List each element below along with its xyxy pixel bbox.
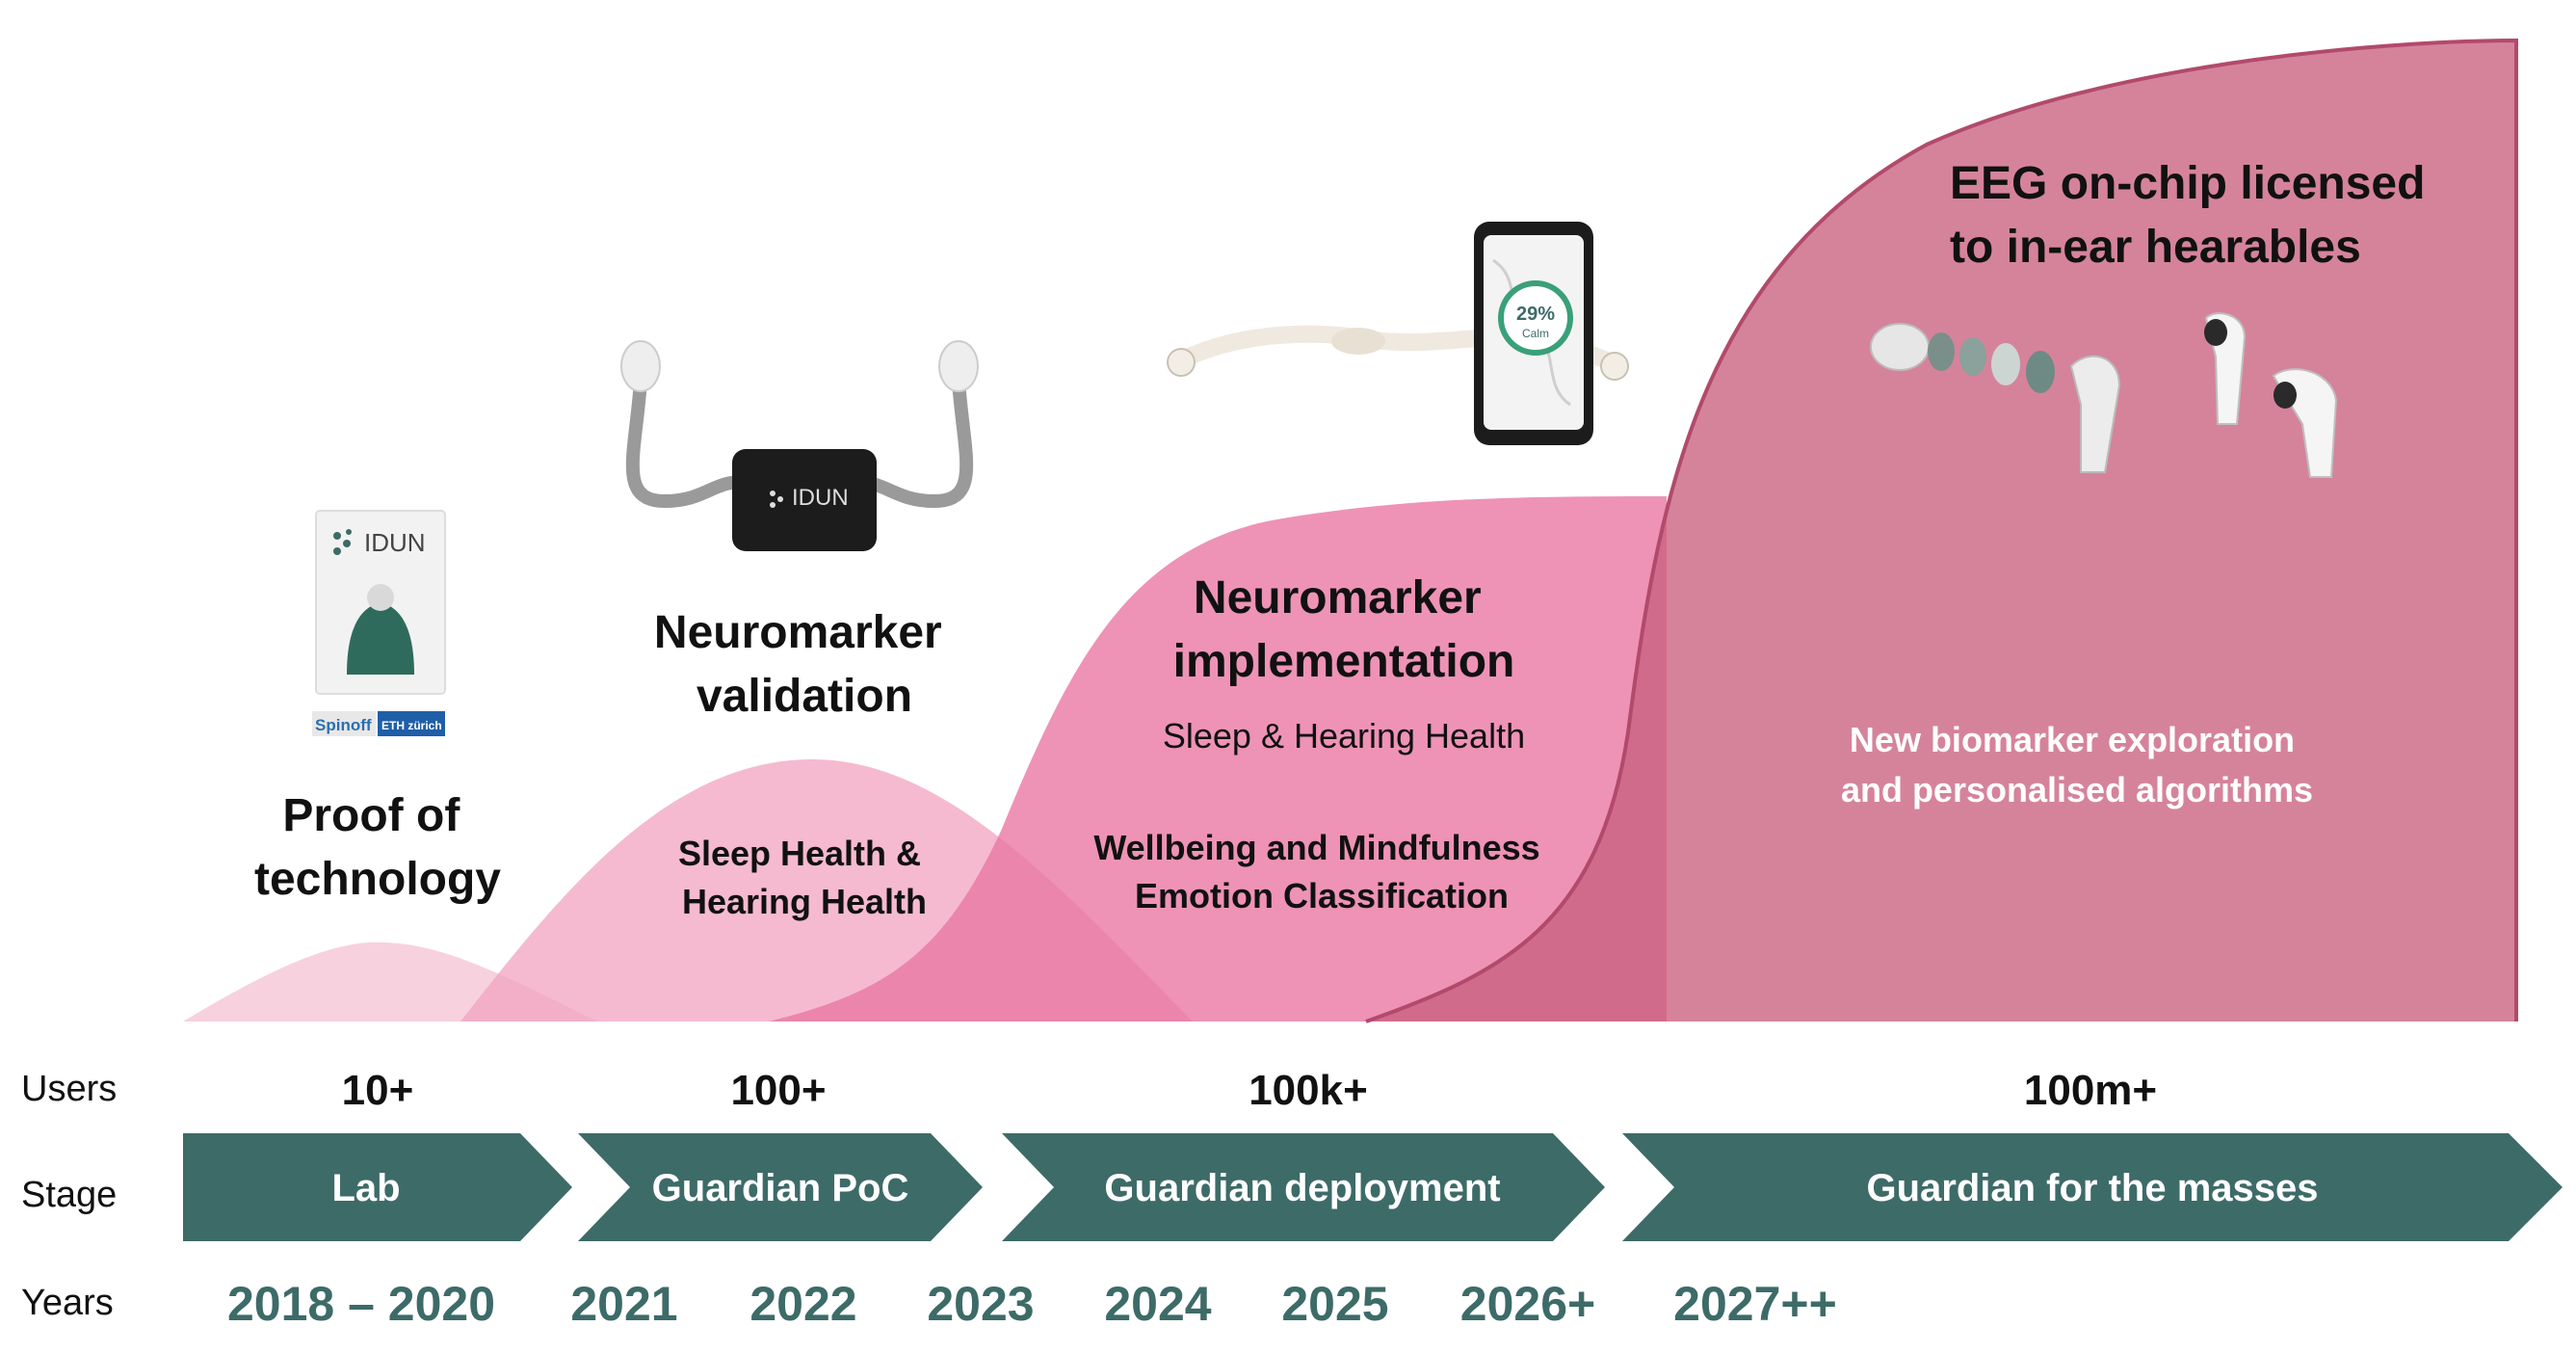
years-row: 2018 – 2020 2021 2022 2023 2024 2025 202… <box>227 1277 1837 1331</box>
users-phase-4: 100m+ <box>2024 1067 2157 1114</box>
phase-4-title-line-1: EEG on-chip licensed <box>1950 158 2425 209</box>
row-label-users: Users <box>21 1069 117 1109</box>
stage-chevron-guardian-deployment <box>1002 1133 1605 1241</box>
phase-3-subtitle-line-2: Emotion Classification <box>1135 876 1509 915</box>
year-2026-plus: 2026+ <box>1460 1277 1595 1331</box>
phase-1-labels: Proof of technology <box>254 790 501 905</box>
spinoff-badge: Spinoff <box>315 716 372 734</box>
phase-3-title: Neuromarker implementation <box>1173 572 1515 687</box>
phase-4-subtitle-line-2: and personalised algorithms <box>1841 770 2313 809</box>
year-2022: 2022 <box>749 1277 856 1331</box>
phase-4-title-line-2: to in-ear hearables <box>1950 222 2361 273</box>
app-percentage: 29% <box>1516 304 1555 325</box>
stage-chevron-guardian-poc <box>578 1133 983 1241</box>
users-phase-2: 100+ <box>730 1067 826 1114</box>
phase-3-title-line-2: implementation <box>1173 636 1515 687</box>
curve-phase-3 <box>769 496 1667 1021</box>
idun-product-box: IDUN Spinoff ETH zürich <box>312 510 446 736</box>
phase-3-subtitle-line-1: Wellbeing and Mindfulness <box>1093 828 1539 867</box>
stage-label-guardian-deployment: Guardian deployment <box>1104 1167 1500 1209</box>
stage-label-lab: Lab <box>331 1167 400 1209</box>
phase-4-subtitle-line-1: New biomarker exploration <box>1850 720 2295 759</box>
phase-1-title-line-2: technology <box>254 854 501 905</box>
phase-3-labels: Neuromarker implementation Sleep & Heari… <box>1093 572 1549 915</box>
phase-2-labels: Neuromarker validation Sleep Health & He… <box>654 607 955 921</box>
row-label-years: Years <box>21 1283 114 1323</box>
phase-1-title-line-1: Proof of <box>282 790 460 841</box>
phase-4-labels: EEG on-chip licensed to in-ear hearables… <box>1841 158 2438 809</box>
users-row: 10+ 100+ 100k+ 100m+ <box>342 1067 2157 1114</box>
phase-2-title: Neuromarker validation <box>654 607 955 722</box>
guardian-headset-icon: IDUN <box>620 340 979 551</box>
phase-2-title-line-2: validation <box>697 671 912 722</box>
idun-brand-text: IDUN <box>364 528 426 557</box>
year-2024: 2024 <box>1104 1277 1211 1331</box>
row-label-stage: Stage <box>21 1175 117 1215</box>
stage-row: Lab Guardian PoC Guardian deployment Gua… <box>183 1133 2563 1241</box>
phase-2-subtitle: Sleep Health & Hearing Health <box>678 834 931 921</box>
users-phase-3: 100k+ <box>1249 1067 1368 1114</box>
curve-phase-4 <box>1366 40 2516 1021</box>
phase-4-subtitle: New biomarker exploration and personalis… <box>1841 720 2313 809</box>
users-phase-1: 10+ <box>342 1067 414 1114</box>
smartphone-icon: 29% Calm <box>1474 222 1593 445</box>
stage-label-guardian-poc: Guardian PoC <box>652 1167 909 1209</box>
phase-3-title-line-1: Neuromarker <box>1194 572 1482 623</box>
growth-curves <box>183 38 2518 1023</box>
phase-3-subtitle: Wellbeing and Mindfulness Emotion Classi… <box>1093 828 1549 915</box>
phase-1-title: Proof of technology <box>254 790 501 905</box>
row-labels: Users Stage Years <box>21 1069 117 1323</box>
guardian-brand-text: IDUN <box>792 485 849 511</box>
curve-phase-4-outline <box>1365 38 2518 1023</box>
year-2018-2020: 2018 – 2020 <box>227 1277 495 1331</box>
airpods-icon <box>1870 312 2338 478</box>
phase-2-title-line-1: Neuromarker <box>654 607 942 658</box>
stage-chevron-lab <box>183 1133 572 1241</box>
phase-3-note: Sleep & Hearing Health <box>1163 716 1525 756</box>
idun-logo-icon <box>333 529 352 555</box>
app-state: Calm <box>1522 327 1549 340</box>
year-2021: 2021 <box>570 1277 677 1331</box>
year-2023: 2023 <box>927 1277 1034 1331</box>
year-2025: 2025 <box>1281 1277 1388 1331</box>
stage-chevron-guardian-masses <box>1622 1133 2563 1241</box>
phase-2-subtitle-line-1: Sleep Health & <box>678 834 921 873</box>
phase-4-title: EEG on-chip licensed to in-ear hearables <box>1950 158 2438 273</box>
eth-badge: ETH zürich <box>381 719 442 732</box>
year-2027-plus-plus: 2027++ <box>1673 1277 1837 1331</box>
stage-label-guardian-masses: Guardian for the masses <box>1866 1167 2318 1209</box>
phase-2-subtitle-line-2: Hearing Health <box>682 882 927 921</box>
